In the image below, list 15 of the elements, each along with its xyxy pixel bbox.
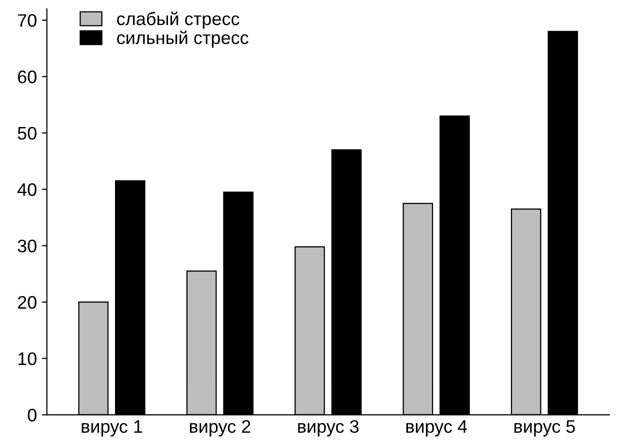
- y-tick-label: 10: [18, 352, 36, 366]
- y-tick-label: 70: [18, 14, 36, 27]
- y-tick-label: 60: [18, 70, 36, 84]
- x-tick-label: вирус 3: [298, 420, 359, 436]
- y-tick-label: 30: [18, 240, 36, 252]
- y-tick-label: 50: [18, 126, 36, 140]
- y-tick-label: 0: [28, 408, 36, 422]
- x-tick-label: вирус 2: [190, 420, 250, 436]
- legend-label: слабый стресс: [117, 12, 240, 29]
- y-tick-label: 40: [17, 183, 36, 196]
- y-tick-label: 20: [18, 296, 36, 309]
- legend-label: сильный стресс: [117, 30, 248, 48]
- x-tick-label: вирус 5: [514, 420, 575, 436]
- x-tick-label: вирус 4: [406, 420, 467, 436]
- x-tick-label: вирус 1: [82, 420, 142, 436]
